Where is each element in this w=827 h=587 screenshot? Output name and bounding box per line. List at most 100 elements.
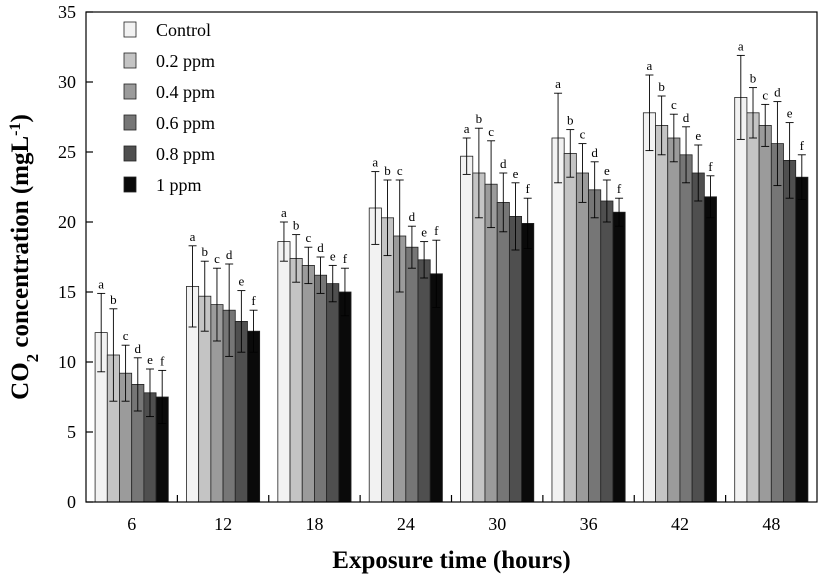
significance-letter: c	[397, 163, 403, 178]
bar	[368, 207, 382, 503]
bar	[551, 137, 565, 503]
bar	[770, 143, 784, 503]
bar	[703, 196, 717, 503]
bar	[588, 189, 602, 503]
significance-letter: d	[317, 240, 324, 255]
significance-letter: b	[293, 218, 300, 233]
significance-letter: d	[226, 247, 233, 262]
y-axis-title-middle: concentration (mgL	[7, 136, 34, 354]
x-tick-label: 24	[397, 514, 415, 534]
significance-letter: f	[708, 159, 713, 174]
significance-letter: c	[671, 97, 677, 112]
significance-letter: d	[774, 85, 781, 100]
bar	[301, 264, 315, 503]
x-tick-label: 36	[580, 514, 598, 534]
significance-letter: a	[464, 121, 470, 136]
significance-letter: e	[147, 352, 153, 367]
bar	[691, 172, 705, 503]
significance-letter: b	[202, 244, 209, 259]
x-axis-title: Exposure time (hours)	[332, 547, 570, 574]
y-axis-title-end: )	[7, 114, 34, 122]
y-axis-ticks: 0 5 10 15 20 25 30 35	[58, 2, 93, 512]
significance-letter: c	[580, 127, 586, 142]
significance-letter: a	[372, 155, 378, 170]
significance-letter: e	[421, 225, 427, 240]
legend-swatch	[123, 114, 137, 131]
significance-letter: f	[434, 223, 439, 238]
x-tick-label: 18	[305, 514, 323, 534]
significance-letter: e	[330, 248, 336, 263]
y-tick-label: 35	[58, 2, 76, 22]
significance-letter: a	[555, 76, 561, 91]
significance-letter: a	[738, 38, 744, 53]
bar	[734, 97, 748, 503]
y-axis-title-base: CO	[7, 362, 34, 400]
significance-letter: d	[683, 110, 690, 125]
legend-label: Control	[156, 20, 211, 40]
bar	[679, 154, 693, 503]
significance-letter: f	[800, 138, 805, 153]
legend-label: 0.4 ppm	[156, 82, 215, 102]
bar	[417, 259, 431, 503]
bar	[758, 125, 772, 503]
x-tick-label: 6	[127, 514, 136, 534]
y-tick-label: 0	[67, 492, 76, 512]
significance-letter: f	[160, 353, 165, 368]
y-tick-label: 20	[58, 212, 76, 232]
significance-letter: a	[281, 205, 287, 220]
bar	[277, 241, 291, 503]
legend-label: 0.8 ppm	[156, 144, 215, 164]
legend-swatch	[123, 145, 137, 162]
significance-letter: a	[190, 229, 196, 244]
significance-letter: c	[305, 230, 311, 245]
y-tick-label: 25	[58, 142, 76, 162]
bar	[642, 112, 656, 503]
bar	[314, 274, 328, 503]
significance-letter: b	[567, 113, 574, 128]
significance-letter: c	[214, 251, 220, 266]
significance-letter: b	[384, 163, 391, 178]
y-tick-label: 10	[58, 352, 76, 372]
y-tick-label: 15	[58, 282, 76, 302]
y-axis-title: CO2 concentration (mgL-1)	[7, 114, 42, 400]
bar	[496, 201, 510, 503]
significance-letter: b	[476, 111, 483, 126]
x-tick-label: 48	[762, 514, 780, 534]
significance-letter: e	[695, 128, 701, 143]
legend-swatch	[123, 21, 137, 38]
bar	[460, 155, 474, 503]
significance-letter: a	[98, 276, 104, 291]
x-axis-ticks: 6 12 18 24 30 36 42 48	[127, 495, 780, 534]
bar	[289, 257, 303, 503]
bar	[326, 283, 340, 503]
legend-swatch	[123, 83, 137, 100]
bar	[429, 273, 443, 503]
bar	[247, 330, 261, 503]
significance-letter: b	[750, 71, 757, 86]
significance-letter: f	[526, 181, 531, 196]
bar	[405, 246, 419, 503]
bar	[508, 215, 522, 503]
bar	[783, 159, 797, 503]
bar	[484, 183, 498, 503]
y-tick-label: 5	[67, 422, 76, 442]
legend-swatch	[123, 52, 137, 69]
significance-letter: d	[500, 156, 507, 171]
significance-letter: b	[658, 79, 665, 94]
bar	[746, 112, 760, 503]
bar	[667, 137, 681, 503]
x-tick-label: 30	[488, 514, 506, 534]
legend-swatch	[123, 176, 137, 193]
significance-letter: d	[135, 341, 142, 356]
significance-letter: d	[591, 145, 598, 160]
significance-letter: e	[604, 163, 610, 178]
significance-letter: f	[617, 181, 622, 196]
significance-letter: c	[123, 328, 129, 343]
bar	[338, 291, 352, 503]
x-tick-label: 42	[671, 514, 689, 534]
significance-letter: c	[488, 124, 494, 139]
significance-letter: f	[343, 251, 348, 266]
bar	[521, 222, 535, 503]
